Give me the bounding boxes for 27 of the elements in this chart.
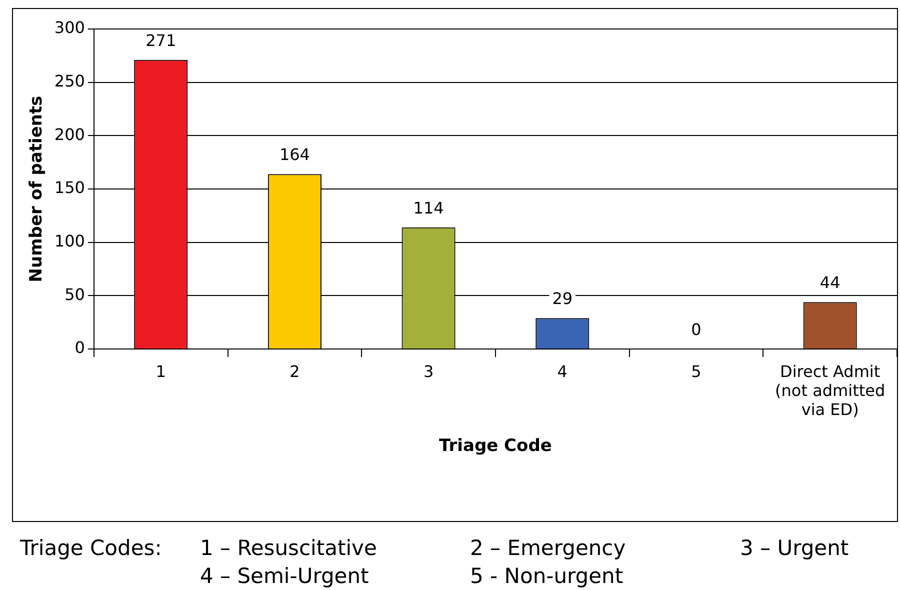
data-label: 44 xyxy=(820,273,840,292)
x-tick-label: 4 xyxy=(557,362,568,381)
x-tick-label: 1 xyxy=(156,362,166,381)
text: 2 – Emergency xyxy=(470,535,627,562)
data-label: 114 xyxy=(413,198,444,218)
x-tick-label: 5 xyxy=(691,362,702,381)
text: 3 – Urgent xyxy=(740,535,850,562)
y-tick-label: 300 xyxy=(54,18,85,38)
y-tick-label: 150 xyxy=(54,178,85,198)
text: Triage Codes: xyxy=(20,535,163,562)
text: 5 - Non-urgent xyxy=(470,563,624,590)
text: 4 – Semi-Urgent xyxy=(200,563,370,590)
y-axis-title: Number of patients xyxy=(26,96,47,282)
data-label: 0 xyxy=(691,320,702,340)
y-tick-label: 0 xyxy=(74,338,85,358)
y-tick-label: 100 xyxy=(54,231,85,250)
data-label: 164 xyxy=(279,145,310,164)
y-tick-label: 250 xyxy=(54,71,85,90)
y-tick-label: 200 xyxy=(54,124,85,144)
y-tick-label: 50 xyxy=(64,284,85,304)
x-tick-label: 2 xyxy=(290,362,300,381)
data-label: 29 xyxy=(552,289,573,308)
text: 1 – Resuscitative xyxy=(200,535,378,562)
x-tick-label: Direct Admit (not admitted via ED) xyxy=(775,362,886,420)
x-axis-title: Triage Code xyxy=(439,436,552,456)
data-label: 271 xyxy=(146,31,176,50)
x-tick-label: 3 xyxy=(423,362,434,381)
